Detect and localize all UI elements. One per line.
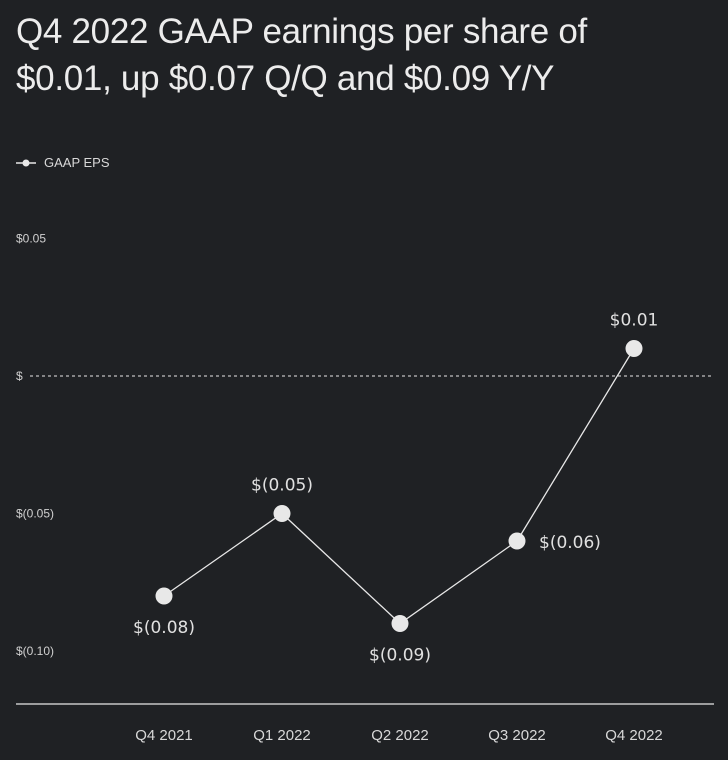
x-tick-label: Q4 2021 [135,727,193,744]
y-tick-label: $(0.05) [16,507,54,521]
data-point [625,340,643,357]
data-point [508,532,526,550]
y-tick-label: $(0.10) [16,644,54,658]
legend: GAAP EPS [16,155,110,170]
y-tick-label: $ [16,369,23,383]
title-line-1: Q4 2022 GAAP earnings per share of [16,12,587,51]
title-line-2: $0.01, up $0.07 Q/Q and $0.09 Y/Y [16,59,555,98]
data-point [391,615,409,632]
data-label: $(0.05) [251,476,313,496]
x-tick-label: Q2 2022 [371,727,429,744]
data-label: $(0.06) [539,533,601,553]
data-label: $0.01 [610,311,659,331]
x-tick-label: Q3 2022 [488,727,546,744]
series-line [163,348,635,625]
data-point [273,505,291,522]
legend-label: GAAP EPS [44,155,110,170]
data-label: $(0.08) [133,618,195,638]
chart-title: Q4 2022 GAAP earnings per share of $0.01… [16,8,716,102]
x-tick-label: Q4 2022 [605,727,663,744]
data-point [155,587,173,605]
legend-marker-icon [16,159,36,166]
x-tick-label: Q1 2022 [253,727,311,744]
y-tick-label: $0.05 [16,232,46,246]
data-label: $(0.09) [369,646,431,666]
